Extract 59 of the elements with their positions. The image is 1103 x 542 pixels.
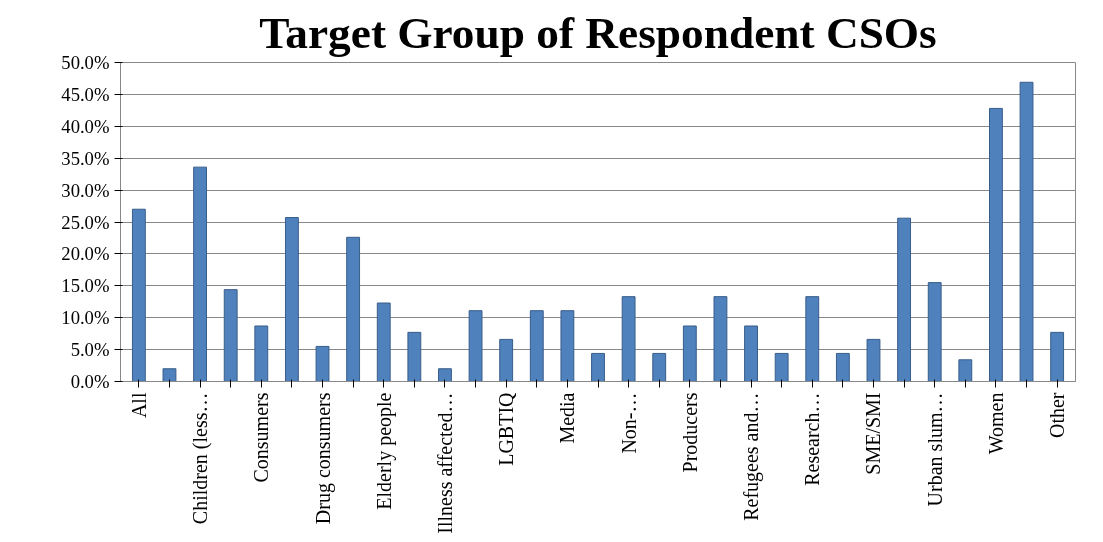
bar: [927, 282, 942, 382]
x-tick-label: LGBTIQ: [495, 391, 518, 466]
bar: [407, 331, 422, 382]
bar: [254, 325, 269, 382]
bar: [988, 107, 1003, 382]
x-tick-label: Producers: [678, 392, 701, 473]
y-tick-label: 10.0%: [61, 307, 110, 329]
bar: [499, 338, 514, 382]
x-tick-label: SME/SMI: [862, 392, 885, 475]
x-tick-label: Media: [556, 392, 579, 444]
bar: [835, 352, 850, 382]
bar: [713, 296, 728, 382]
bar: [1050, 331, 1065, 382]
y-tick-label: 15.0%: [61, 275, 110, 297]
x-tick-label: Consumers: [250, 392, 273, 483]
bar: [284, 217, 299, 382]
x-tick-label: Other: [1046, 392, 1069, 439]
y-tick-label: 30.0%: [61, 179, 110, 201]
x-tick-label: Refugees and…: [740, 392, 764, 521]
y-tick-label: 20.0%: [61, 243, 110, 265]
x-tick-label: All: [127, 392, 150, 419]
x-tick-label: Urban slum…: [923, 392, 946, 507]
y-tick-label: 25.0%: [61, 211, 110, 233]
bar: [529, 310, 544, 382]
bar: [376, 302, 391, 382]
bar: [866, 338, 881, 382]
bar: [652, 352, 667, 382]
bar: [438, 368, 452, 382]
bar: [682, 325, 697, 382]
x-tick-label: Children (less…: [189, 392, 213, 525]
bar: [591, 352, 605, 382]
bar: [897, 217, 912, 382]
bar: [1019, 81, 1034, 382]
y-tick-label: 40.0%: [61, 115, 110, 137]
bar: [193, 166, 208, 382]
y-tick-label: 45.0%: [61, 83, 110, 105]
bar: [315, 345, 330, 382]
chart-title: Target Group of Respondent CSOs: [259, 7, 937, 58]
x-tick-label: Illness affected…: [433, 392, 456, 534]
y-tick-label: 50.0%: [61, 52, 110, 73]
y-tick-label: 0.0%: [70, 371, 110, 392]
bar: [162, 368, 177, 382]
bar: [774, 352, 789, 382]
x-tick-label: Drug consumers: [311, 392, 335, 525]
x-tick-label: Women: [984, 392, 1007, 455]
bar: [560, 310, 575, 382]
bar: [805, 296, 820, 382]
x-tick-label: Research…: [801, 392, 824, 486]
x-tick-label: Non-…: [617, 392, 640, 454]
y-tick-label: 5.0%: [70, 339, 110, 361]
y-tick-label: 35.0%: [61, 147, 110, 169]
bar: [744, 325, 758, 382]
x-tick-label: Elderly people: [372, 392, 396, 510]
bar: [131, 208, 146, 382]
bar: [958, 359, 973, 382]
bar: [223, 289, 238, 382]
bar: [346, 236, 361, 382]
bar: [468, 310, 483, 382]
bar: [621, 296, 636, 382]
